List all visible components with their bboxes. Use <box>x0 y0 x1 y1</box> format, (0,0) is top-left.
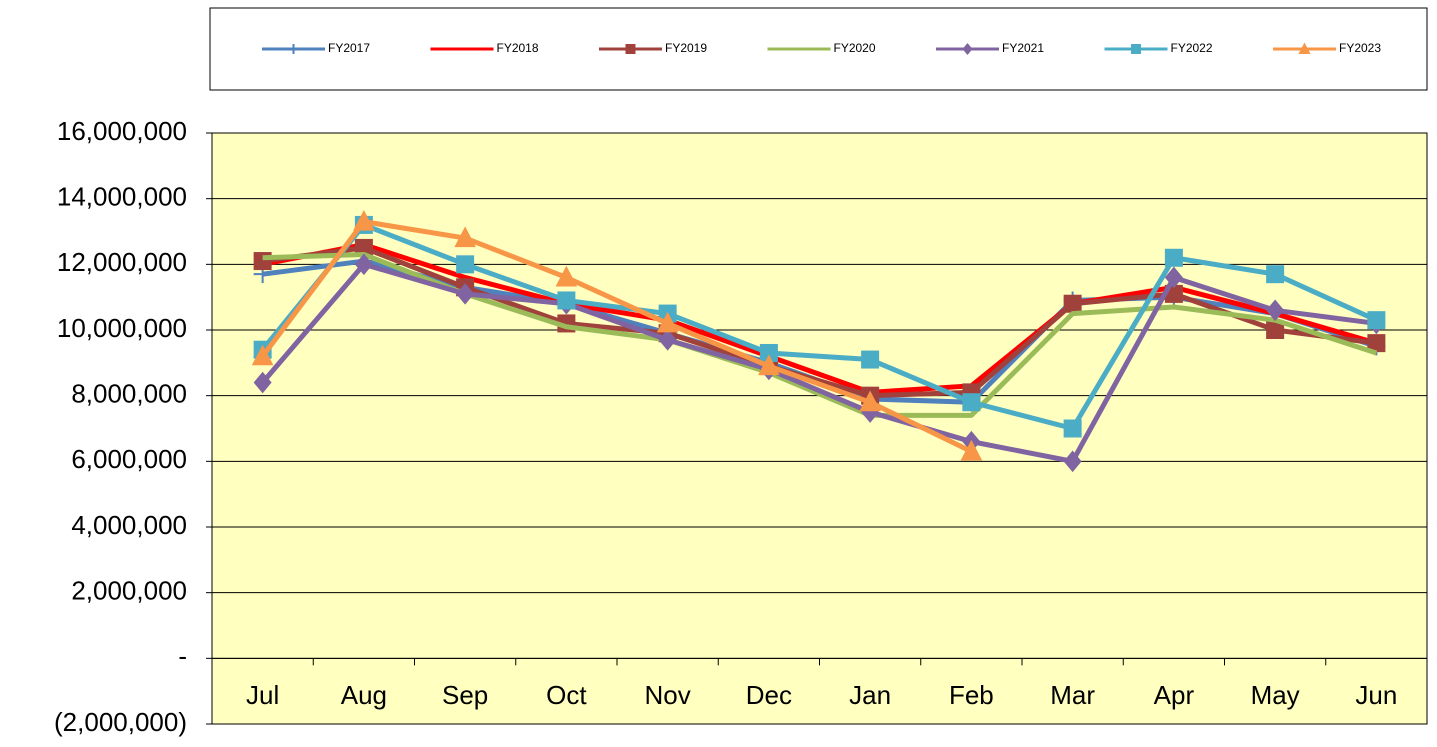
marker <box>1131 44 1141 54</box>
marker <box>557 291 576 310</box>
x-tick-label: Apr <box>1154 680 1195 710</box>
marker <box>962 43 973 55</box>
legend-label: FY2021 <box>1002 41 1044 55</box>
series-line <box>260 222 1378 431</box>
marker <box>1367 311 1386 330</box>
plot-border <box>211 132 1428 725</box>
marker <box>456 283 475 305</box>
y-tick-label: - <box>178 641 187 671</box>
marker <box>456 255 475 274</box>
x-tick-label: Jun <box>1355 680 1397 710</box>
marker <box>555 265 578 287</box>
y-tick-label: 2,000,000 <box>71 576 187 606</box>
y-tick-label: 16,000,000 <box>57 116 187 146</box>
plot-area <box>212 133 1427 724</box>
legend-label: FY2022 <box>1171 41 1213 55</box>
marker <box>962 393 981 412</box>
marker <box>861 401 880 423</box>
marker <box>656 311 679 333</box>
marker <box>454 226 476 248</box>
marker <box>658 329 677 351</box>
x-tick-label: Feb <box>949 680 994 710</box>
marker <box>759 343 778 362</box>
marker <box>1063 419 1082 438</box>
marker <box>251 344 274 366</box>
marker <box>960 439 983 461</box>
x-tick-label: Dec <box>746 680 792 710</box>
marker <box>353 209 375 231</box>
y-tick-label: 12,000,000 <box>57 247 187 277</box>
y-tick-label: (2,000,000) <box>54 707 187 737</box>
y-tick-label: 10,000,000 <box>57 313 187 343</box>
x-tick-label: Mar <box>1050 680 1095 710</box>
marker <box>625 44 636 54</box>
marker <box>1063 450 1082 473</box>
marker <box>861 350 880 369</box>
y-tick-label: 8,000,000 <box>71 379 187 409</box>
marker <box>1164 266 1183 289</box>
marker <box>288 44 299 54</box>
series-line <box>262 242 1378 395</box>
marker <box>859 390 881 412</box>
legend-label: FY2023 <box>1339 41 1381 55</box>
marker <box>1298 42 1311 54</box>
marker <box>253 252 272 271</box>
legend-label: FY2019 <box>665 41 707 55</box>
x-tick-label: Aug <box>341 680 387 710</box>
marker <box>1164 248 1183 267</box>
x-tick-label: Jan <box>849 680 891 710</box>
marker <box>1063 294 1082 313</box>
marker <box>1266 265 1285 284</box>
marker <box>1266 299 1285 322</box>
legend-label: FY2020 <box>834 41 876 55</box>
legend-label: FY2018 <box>497 41 539 55</box>
x-tick-label: May <box>1251 680 1300 710</box>
legend-label: FY2017 <box>328 41 370 55</box>
x-tick-label: Sep <box>442 680 488 710</box>
marker <box>253 371 272 394</box>
series-line <box>262 245 1377 399</box>
y-tick-label: 14,000,000 <box>57 182 187 212</box>
marker <box>354 253 373 276</box>
x-tick-label: Nov <box>645 680 691 710</box>
marker <box>1266 321 1285 339</box>
y-tick-label: 6,000,000 <box>71 444 187 474</box>
x-tick-label: Jul <box>246 680 279 710</box>
marker <box>1367 334 1386 353</box>
marker <box>758 354 780 376</box>
series-line <box>260 261 1377 464</box>
x-tick-label: Oct <box>546 680 587 710</box>
y-tick-label: 4,000,000 <box>71 510 187 540</box>
series-line <box>260 219 973 454</box>
